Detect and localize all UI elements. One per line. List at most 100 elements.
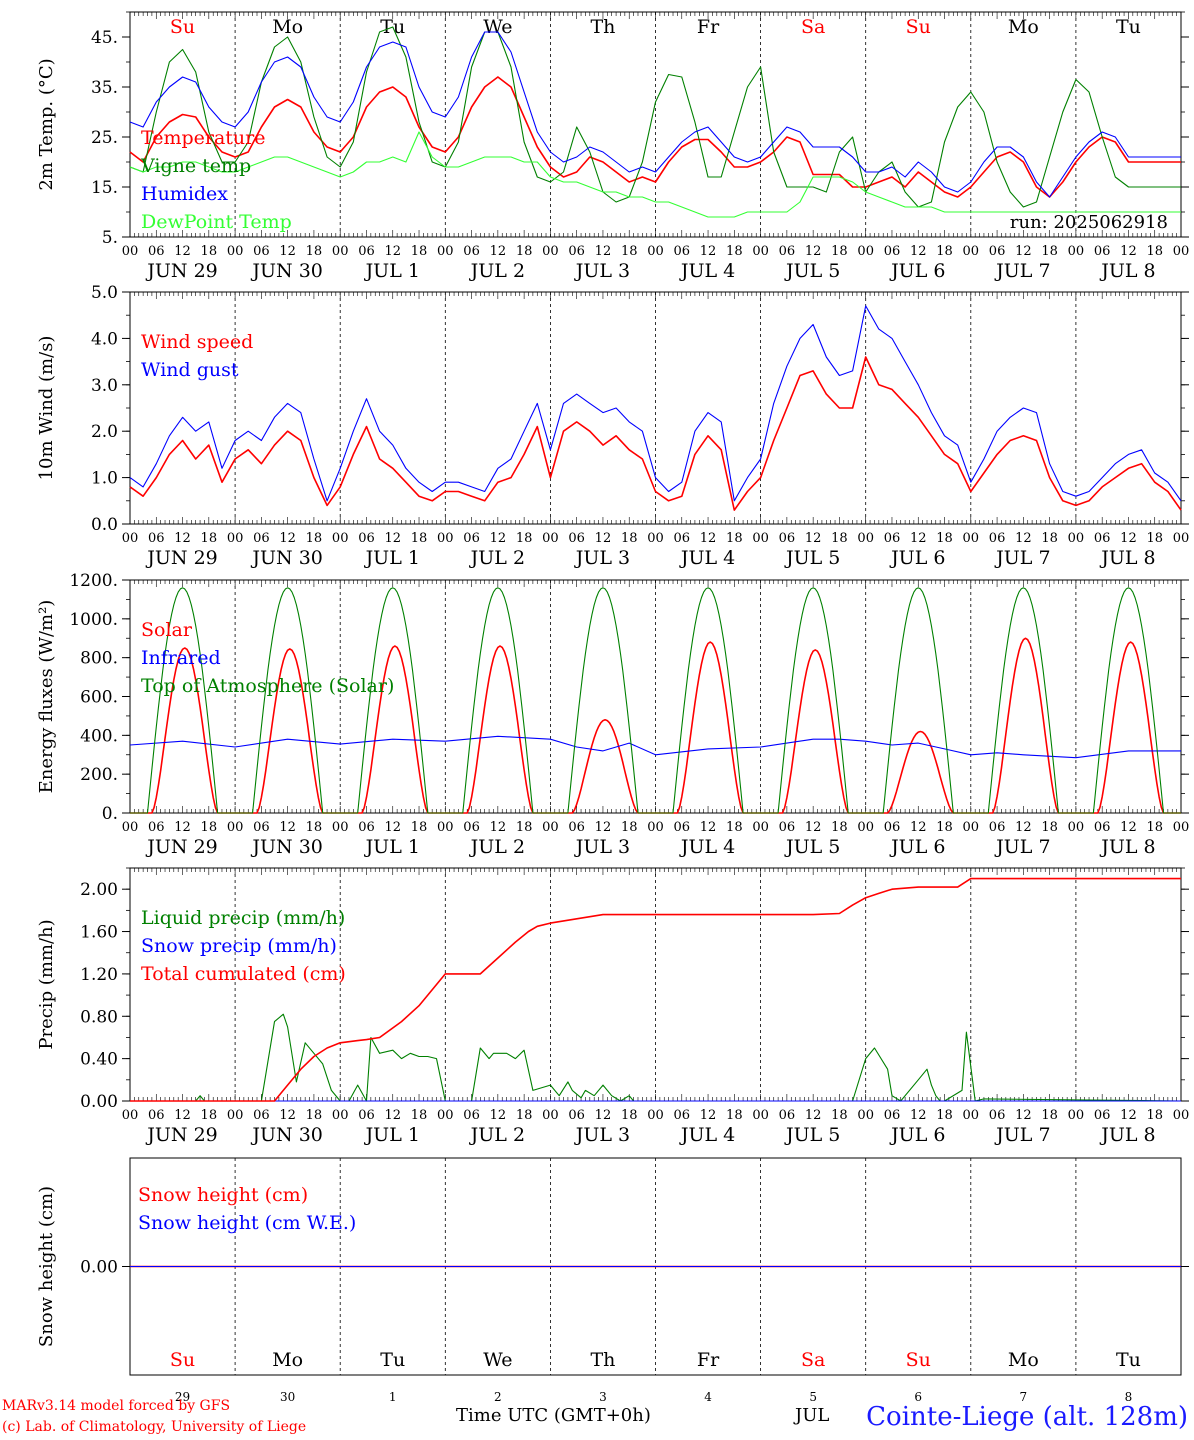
hour-tick-label: 18 <box>831 531 848 546</box>
hour-tick-label: 18 <box>201 531 218 546</box>
legend-entry: Liquid precip (mm/h) <box>141 907 345 929</box>
hour-tick-label: 12 <box>490 820 507 835</box>
hour-tick-label: 12 <box>490 244 507 259</box>
hour-tick-label: 06 <box>1094 1108 1111 1123</box>
hour-tick-label: 12 <box>174 244 191 259</box>
hour-tick-label: 12 <box>700 244 717 259</box>
hour-tick-label: 12 <box>805 244 822 259</box>
y-tick-label: 45. <box>91 28 118 48</box>
series-line-total-cumulated-cm- <box>130 877 1181 1102</box>
hour-tick-label: 06 <box>568 531 585 546</box>
y-tick-label: 0.00 <box>80 1258 118 1278</box>
y-tick-label: 1200. <box>69 571 118 591</box>
copyright-credit: (c) Lab. of Climatology, University of L… <box>2 1419 307 1435</box>
y-tick-label: 3.0 <box>91 376 118 396</box>
hour-tick-label: 06 <box>1094 244 1111 259</box>
hour-tick-label: 18 <box>936 531 953 546</box>
weekday-label: Su <box>906 1349 931 1371</box>
hour-tick-label: 00 <box>647 244 664 259</box>
hour-tick-label: 00 <box>1068 531 1085 546</box>
hour-tick-label: 00 <box>437 1108 454 1123</box>
y-tick-label: 0.00 <box>80 1092 118 1112</box>
hour-tick-label: 12 <box>279 531 296 546</box>
hour-tick-label: 00 <box>332 1108 349 1123</box>
date-label: JUL 2 <box>469 260 525 282</box>
hour-tick-label: 06 <box>253 820 270 835</box>
hour-tick-label: 18 <box>306 1108 323 1123</box>
hour-tick-label: 12 <box>595 820 612 835</box>
hour-tick-label: 06 <box>884 244 901 259</box>
hour-tick-label: 00 <box>542 1108 559 1123</box>
date-label: JUL 7 <box>994 547 1050 569</box>
date-label: JUL 6 <box>889 547 945 569</box>
date-label: JUL 3 <box>574 547 630 569</box>
hour-tick-label: 00 <box>437 244 454 259</box>
hour-tick-label: 06 <box>358 1108 375 1123</box>
hour-tick-label: 00 <box>1068 820 1085 835</box>
hour-tick-label: 00 <box>1173 820 1190 835</box>
legend-entry: Temperature <box>141 127 265 149</box>
date-label: JUL 3 <box>574 1124 630 1146</box>
hour-tick-label: 00 <box>227 244 244 259</box>
legend-entry: Snow precip (mm/h) <box>141 935 337 957</box>
hour-tick-label: 12 <box>595 1108 612 1123</box>
hour-tick-label: 00 <box>542 531 559 546</box>
hour-tick-label: 06 <box>779 244 796 259</box>
series-line-liquid-precip-mm-h- <box>130 1013 1182 1102</box>
series-line-wind-gust <box>129 305 1182 502</box>
hour-tick-label: 12 <box>805 1108 822 1123</box>
hour-tick-label: 12 <box>1015 1108 1032 1123</box>
hour-tick-label: 18 <box>726 531 743 546</box>
hour-tick-label: 18 <box>411 1108 428 1123</box>
y-tick-label: 800. <box>80 649 118 669</box>
date-label: JUL 6 <box>889 836 945 858</box>
hour-tick-label: 18 <box>201 1108 218 1123</box>
hour-tick-label: 18 <box>621 244 638 259</box>
hour-tick-label: 06 <box>1094 531 1111 546</box>
hour-tick-label: 06 <box>1094 820 1111 835</box>
weekday-label: Th <box>590 1349 615 1371</box>
hour-tick-label: 12 <box>1015 244 1032 259</box>
hour-tick-label: 18 <box>726 1108 743 1123</box>
hour-tick-label: 06 <box>779 1108 796 1123</box>
date-label: JUL 6 <box>889 260 945 282</box>
hour-tick-label: 06 <box>253 1108 270 1123</box>
hour-tick-label: 18 <box>621 531 638 546</box>
hour-tick-label: 12 <box>490 1108 507 1123</box>
legend-entry: Snow height (cm) <box>138 1184 308 1206</box>
day-number-label: 1 <box>389 1390 397 1404</box>
hour-tick-label: 06 <box>148 1108 165 1123</box>
hour-tick-label: 12 <box>384 244 401 259</box>
date-label: JUL 4 <box>679 836 735 858</box>
hour-tick-label: 18 <box>201 820 218 835</box>
hour-tick-label: 06 <box>884 820 901 835</box>
run-label: run: 2025062918 <box>1010 212 1168 233</box>
date-label: JUN 29 <box>145 547 217 569</box>
hour-tick-label: 00 <box>1173 244 1190 259</box>
month-label: JUL <box>795 1405 830 1426</box>
hour-tick-label: 06 <box>148 820 165 835</box>
hour-tick-label: 00 <box>227 1108 244 1123</box>
hour-tick-label: 12 <box>279 244 296 259</box>
hour-tick-label: 06 <box>674 1108 691 1123</box>
hour-tick-label: 00 <box>332 244 349 259</box>
date-label: JUL 5 <box>784 547 840 569</box>
hour-tick-label: 06 <box>463 1108 480 1123</box>
date-label: JUL 3 <box>574 836 630 858</box>
date-label: JUL 4 <box>679 547 735 569</box>
y-axis-label: 2m Temp. (°C) <box>36 58 57 190</box>
weekday-label: Mo <box>1008 16 1039 38</box>
date-label: JUL 2 <box>469 836 525 858</box>
hour-tick-label: 00 <box>1173 1108 1190 1123</box>
panel-3: 0. 200. 400. 600. 800. 1000. 1200. Energy fluxe… <box>36 571 1189 858</box>
date-label: JUL 1 <box>364 260 420 282</box>
hour-tick-label: 06 <box>463 820 480 835</box>
legend-entry: Vigne temp <box>140 155 251 177</box>
hour-tick-label: 06 <box>358 820 375 835</box>
hour-tick-label: 06 <box>463 244 480 259</box>
date-label: JUL 8 <box>1099 547 1155 569</box>
hour-tick-label: 12 <box>910 244 927 259</box>
y-tick-label: 35. <box>91 78 118 98</box>
